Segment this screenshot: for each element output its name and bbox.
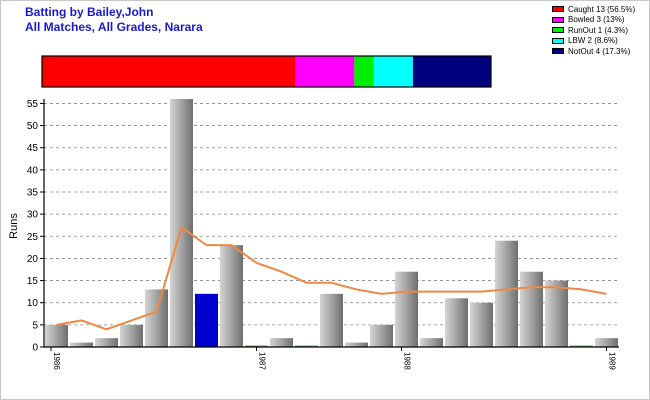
dismissal-segment-3 [373,56,413,87]
average-line-path [56,225,607,331]
y-axis-label: Runs [8,213,20,239]
y-tick-label-30: 30 [27,210,39,221]
legend-item-bowled: Bowled 3 (13%) [552,15,635,26]
legend: Caught 13 (56.5%) Bowled 3 (13%) RunOut … [552,4,635,57]
legend-item-caught: Caught 13 (56.5%) [552,4,635,15]
legend-item-runout: RunOut 1 (4.3%) [552,25,635,36]
innings-bar-16 [445,298,468,347]
innings-bar-6 [195,293,218,347]
innings-bar-21 [570,345,593,347]
x-tick-label-1988: 1988 [403,352,412,370]
innings-bar-22 [595,338,618,347]
x-tick-label-1987: 1987 [258,352,267,370]
legend-label-bowled: Bowled 3 (13%) [568,15,625,25]
y-tick-label-5: 5 [32,320,38,331]
innings-bar-20 [545,280,568,347]
innings-bar-18 [495,240,518,347]
chart-title: Batting by Bailey,John [25,5,154,19]
dismissal-bar-border [41,55,492,88]
legend-swatch-lbw [552,37,564,44]
y-tick-label-15: 15 [27,276,39,287]
legend-item-notout: NotOut 4 (17.3%) [552,46,635,57]
legend-item-lbw: LBW 2 (8.6%) [552,36,635,47]
legend-swatch-notout [552,48,564,55]
innings-bar-8 [245,345,268,347]
y-tick-label-10: 10 [27,298,39,309]
innings-bar-13 [370,324,393,347]
y-tick-label-50: 50 [27,121,39,132]
axes [43,99,619,348]
chart-subtitle: All Matches, All Grades, Narara [25,20,203,34]
innings-bar-17 [470,302,493,347]
legend-label-runout: RunOut 1 (4.3%) [568,25,629,35]
legend-swatch-bowled [552,16,564,23]
legend-swatch-runout [552,27,564,34]
innings-bar-1 [70,342,93,347]
innings-bar-0 [45,324,68,347]
y-tick-label-35: 35 [27,188,39,199]
legend-label-lbw: LBW 2 (8.6%) [568,36,618,46]
y-tick-label-0: 0 [32,343,38,354]
x-tick-label-1986: 1986 [52,352,61,370]
innings-bar-5 [170,99,193,347]
innings-bar-10 [295,345,318,347]
innings-bar-2 [95,338,118,347]
dismissal-bar [41,55,492,88]
innings-bar-12 [345,342,368,347]
innings-bar-14 [395,271,418,347]
dismissal-segment-0 [42,56,296,87]
legend-swatch-caught [552,6,564,13]
innings-bar-19 [520,271,543,347]
y-tick-label-40: 40 [27,165,39,176]
innings-bar-7 [220,245,243,347]
legend-label-notout: NotOut 4 (17.3%) [568,46,631,56]
average-line [56,225,607,331]
x-axis-ticks: 1986 1987 1988 1989 [50,347,617,370]
innings-bar-4 [145,289,168,347]
y-tick-label-55: 55 [27,99,39,110]
x-tick-label-1989: 1989 [608,352,617,370]
y-tick-label-45: 45 [27,143,39,154]
dismissal-segment-2 [354,56,374,87]
innings-bar-3 [120,324,143,347]
y-tick-label-25: 25 [27,232,39,243]
innings-bar-15 [420,338,443,347]
dismissal-segment-4 [412,56,491,87]
y-tick-label-20: 20 [27,254,39,265]
dismissal-segment-1 [295,56,355,87]
innings-bar-9 [270,338,293,347]
y-axis-ticks: 0 5 10 15 20 25 30 35 40 45 50 55 [27,99,44,354]
innings-bar-11 [320,293,343,347]
legend-label-caught: Caught 13 (56.5%) [568,4,636,14]
innings-bars [45,99,618,347]
